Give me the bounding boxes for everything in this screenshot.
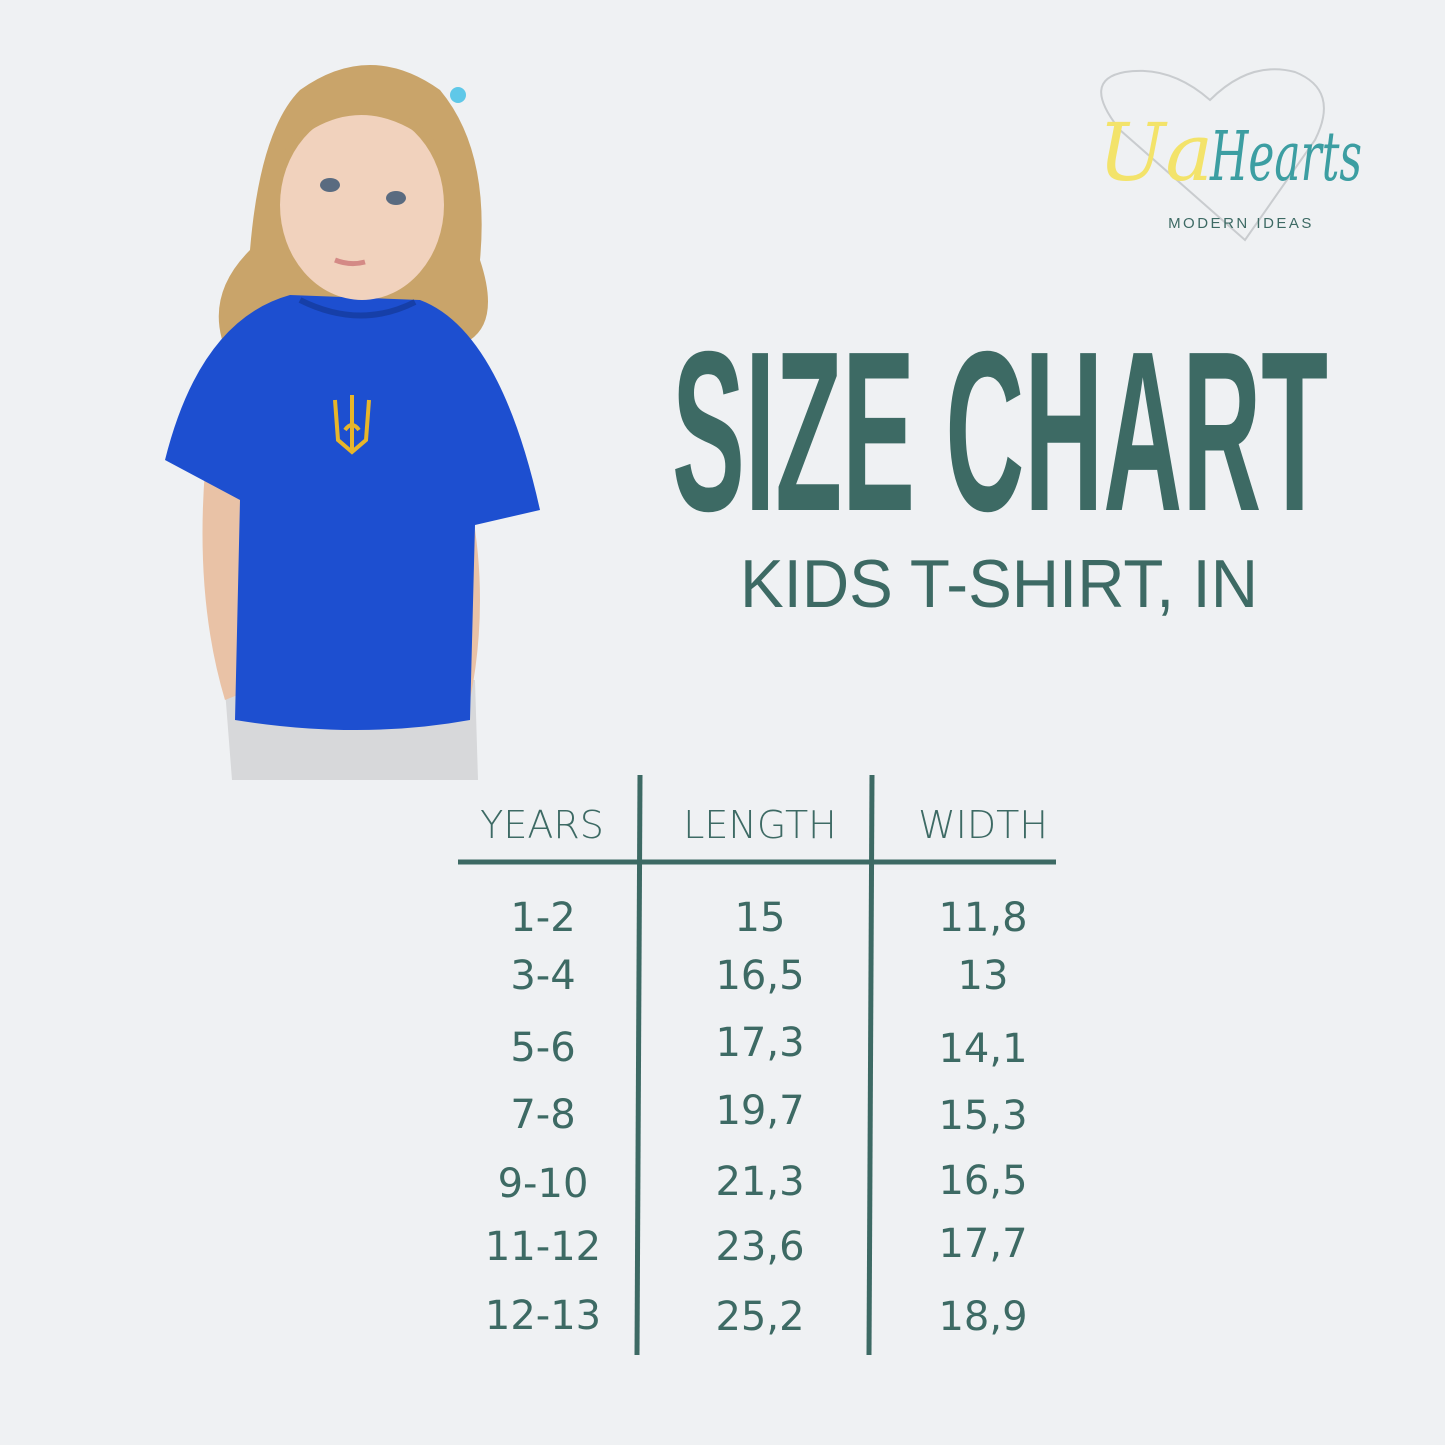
cell-years: 12-13	[485, 1293, 601, 1339]
cell-length: 19,7	[715, 1088, 804, 1134]
cell-length: 25,2	[715, 1294, 804, 1340]
cell-years: 1-2	[510, 895, 575, 941]
page-subtitle: KIDS T-SHIRT, IN	[740, 546, 1258, 622]
logo-text-right: Hearts	[1209, 118, 1362, 197]
cell-years: 7-8	[510, 1092, 575, 1138]
trident-emblem	[333, 395, 371, 455]
cell-length: 21,3	[715, 1159, 804, 1205]
page-title: SIZE CHART	[672, 305, 1328, 559]
cell-length: 23,6	[715, 1224, 804, 1270]
table-row: 11-12 23,6 17,7	[485, 1221, 1028, 1270]
header-years: YEARS	[480, 803, 604, 847]
cell-width: 13	[958, 953, 1009, 999]
cell-width: 14,1	[938, 1026, 1027, 1072]
header-width: WIDTH	[918, 803, 1048, 847]
cell-length: 16,5	[715, 953, 804, 999]
cell-length: 17,3	[715, 1020, 804, 1066]
column-divider	[634, 774, 643, 1356]
column-divider	[866, 774, 875, 1356]
table-row: 1-2 15 11,8	[510, 895, 1027, 941]
cell-years: 3-4	[510, 953, 575, 999]
table-row: 9-10 21,3 16,5	[498, 1158, 1028, 1207]
brand-logo: Ua Hearts MODERN IDEAS	[1098, 68, 1362, 242]
cell-width: 17,7	[938, 1221, 1027, 1267]
cell-width: 18,9	[938, 1294, 1027, 1340]
table-row: 12-13 25,2 18,9	[485, 1293, 1028, 1340]
table-row: 3-4 16,5 13	[510, 953, 1008, 999]
cell-length: 15	[735, 895, 786, 941]
table-row: 5-6 17,3 14,1	[510, 1020, 1027, 1072]
cell-width: 11,8	[938, 895, 1027, 941]
logo-text-left: Ua	[1098, 106, 1213, 199]
cell-width: 16,5	[938, 1158, 1027, 1204]
cell-years: 11-12	[485, 1224, 601, 1270]
header-length: LENGTH	[683, 803, 836, 847]
logo-tagline: MODERN IDEAS	[1168, 215, 1314, 232]
size-table: YEARS LENGTH WIDTH 1-2 15 11,8 3-4 16,5 13 5-6…	[458, 774, 1056, 1356]
table-row: 7-8 19,7 15,3	[510, 1088, 1027, 1139]
product-photo	[165, 65, 540, 780]
cell-width: 15,3	[938, 1093, 1027, 1139]
cell-years: 5-6	[510, 1025, 575, 1071]
cell-years: 9-10	[498, 1161, 589, 1207]
